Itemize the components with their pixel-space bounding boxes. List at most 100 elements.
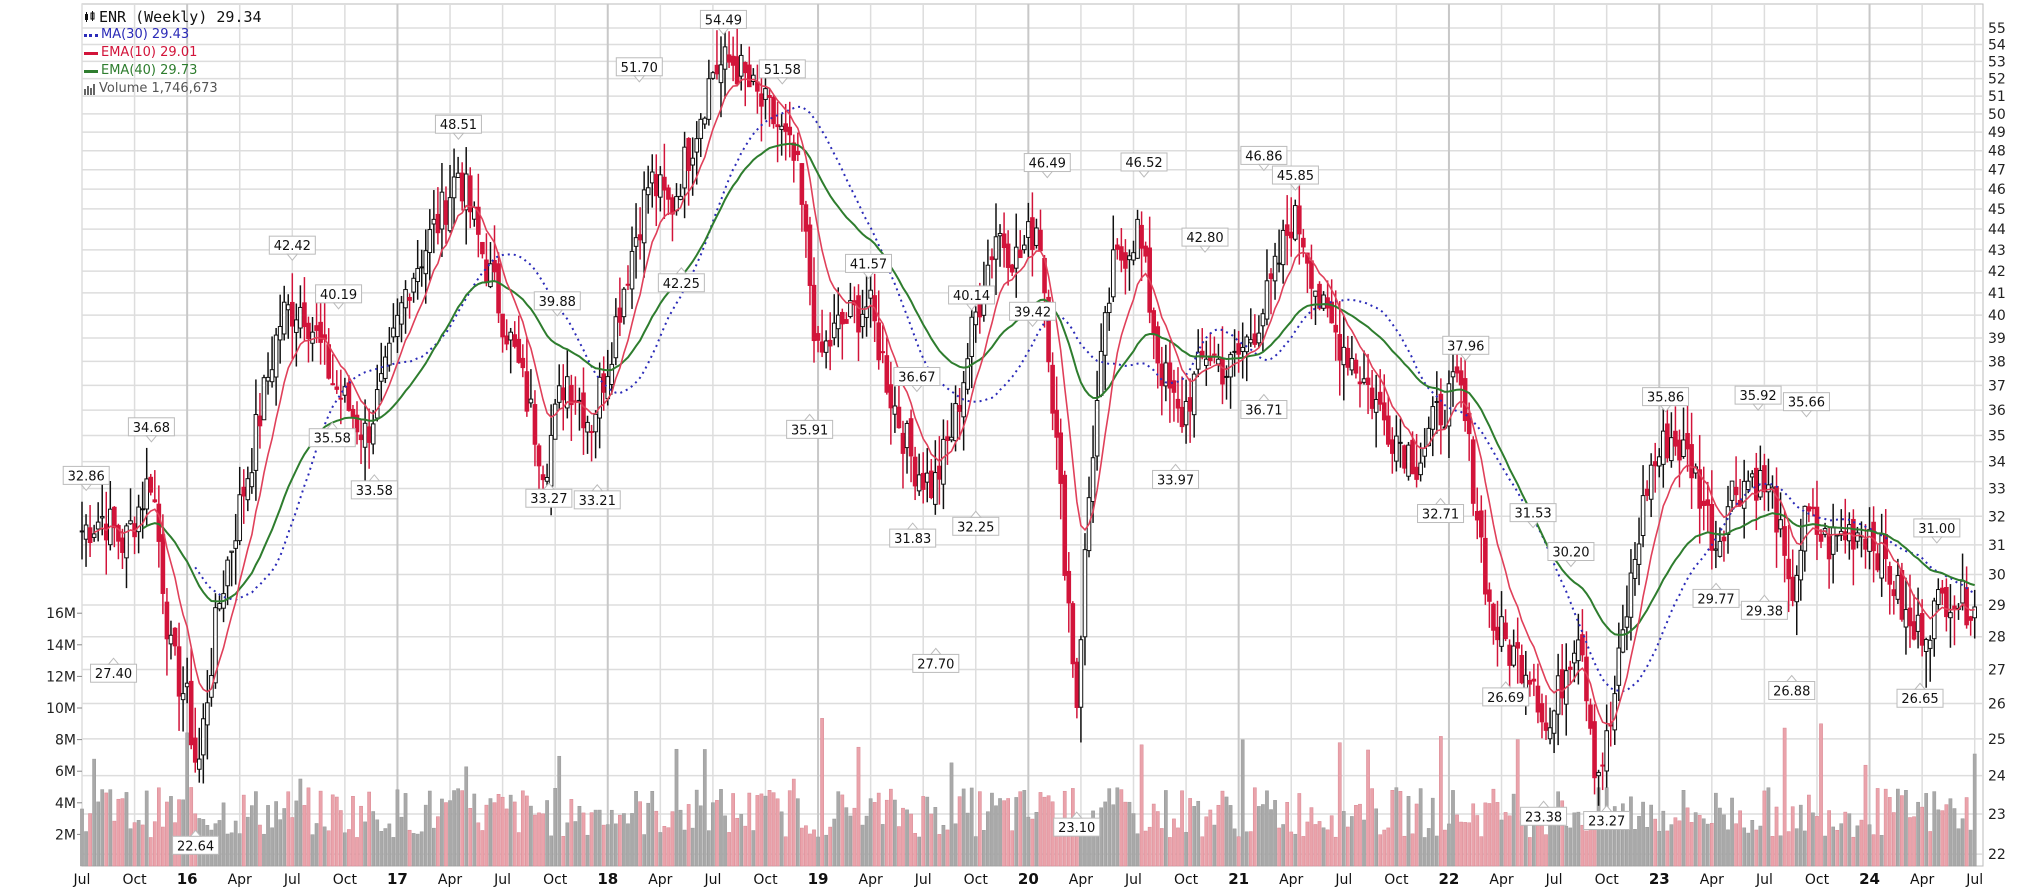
svg-text:35.92: 35.92 xyxy=(1739,389,1776,404)
svg-text:27.70: 27.70 xyxy=(917,657,954,672)
price-label: 31.83 xyxy=(889,522,937,548)
svg-text:33.27: 33.27 xyxy=(530,492,567,507)
legend-ema10: EMA(10) 29.01 xyxy=(84,44,262,62)
svg-text:31.83: 31.83 xyxy=(894,532,931,547)
x-axis-label: Apr xyxy=(438,872,462,888)
x-axis-label: Apr xyxy=(1910,872,1934,888)
volume-axis-label: 14M xyxy=(46,638,76,654)
y-axis-label: 54 xyxy=(1988,38,2006,54)
price-label: 29.77 xyxy=(1692,582,1740,608)
y-axis-label: 43 xyxy=(1988,243,2006,259)
x-axis-label: Oct xyxy=(964,872,989,888)
svg-text:51.70: 51.70 xyxy=(621,61,658,76)
y-axis-label: 44 xyxy=(1988,222,2006,238)
volume-axis-label: 4M xyxy=(55,796,76,812)
price-label: 46.49 xyxy=(1023,153,1071,179)
svg-text:27.40: 27.40 xyxy=(95,667,132,682)
y-axis-label: 41 xyxy=(1988,286,2006,302)
y-axis-label: 50 xyxy=(1988,107,2006,123)
price-label: 48.51 xyxy=(434,114,482,140)
x-axis-label: Jul xyxy=(1545,872,1563,888)
svg-text:35.91: 35.91 xyxy=(791,423,828,438)
price-label: 33.27 xyxy=(525,482,573,508)
y-axis-label: 52 xyxy=(1988,72,2006,88)
svg-text:26.88: 26.88 xyxy=(1773,685,1810,700)
y-axis-label: 47 xyxy=(1988,163,2006,179)
price-label: 51.70 xyxy=(615,57,663,83)
svg-text:39.42: 39.42 xyxy=(1014,305,1051,320)
price-label: 35.86 xyxy=(1642,387,1690,413)
svg-text:36.71: 36.71 xyxy=(1245,404,1282,419)
svg-text:31.53: 31.53 xyxy=(1514,507,1551,522)
x-axis-label: Oct xyxy=(753,872,778,888)
svg-text:32.86: 32.86 xyxy=(68,469,105,484)
price-label: 40.19 xyxy=(315,284,363,310)
y-axis-label: 32 xyxy=(1988,509,2006,525)
price-label: 45.85 xyxy=(1271,165,1319,191)
chart-legend: ENR (Weekly) 29.34 MA(30) 29.43 EMA(10) … xyxy=(84,8,262,98)
y-axis-label: 51 xyxy=(1988,89,2006,105)
price-label: 29.38 xyxy=(1740,594,1788,620)
price-label: 41.57 xyxy=(845,253,893,280)
volume-axis-label: 2M xyxy=(55,827,76,843)
price-label: 27.70 xyxy=(912,647,960,673)
legend-ma30: MA(30) 29.43 xyxy=(84,26,262,44)
x-axis-label: Oct xyxy=(333,872,358,888)
x-axis-label: 23 xyxy=(1649,870,1670,888)
svg-text:23.10: 23.10 xyxy=(1058,821,1095,836)
svg-text:39.88: 39.88 xyxy=(539,295,576,310)
volume-axis-label: 6M xyxy=(55,764,76,780)
price-label: 42.42 xyxy=(268,235,316,261)
y-axis-label: 55 xyxy=(1988,21,2006,37)
price-label: 23.10 xyxy=(1053,811,1101,837)
svg-text:46.52: 46.52 xyxy=(1125,156,1162,171)
x-axis-label: Jul xyxy=(73,872,91,888)
price-label: 32.71 xyxy=(1417,497,1465,524)
price-label: 36.67 xyxy=(893,366,941,393)
price-label: 46.52 xyxy=(1120,152,1168,178)
x-axis-label: Apr xyxy=(1279,872,1303,888)
svg-text:33.97: 33.97 xyxy=(1157,473,1194,488)
x-axis-label: Apr xyxy=(648,872,672,888)
price-label: 33.21 xyxy=(573,484,621,510)
volume-axis-label: 16M xyxy=(46,606,76,622)
price-label: 26.88 xyxy=(1768,674,1816,701)
svg-text:32.71: 32.71 xyxy=(1422,508,1459,523)
dotted-line-icon xyxy=(84,33,98,37)
y-axis-label: 24 xyxy=(1988,769,2006,785)
price-label: 31.53 xyxy=(1509,503,1557,529)
x-axis-label: Jul xyxy=(493,872,511,888)
price-label: 37.96 xyxy=(1442,335,1490,362)
svg-text:46.86: 46.86 xyxy=(1245,149,1282,164)
price-label: 33.97 xyxy=(1152,463,1200,489)
x-axis-label: 19 xyxy=(808,870,829,888)
y-axis-label: 25 xyxy=(1988,732,2006,748)
volume-axis-label: 10M xyxy=(46,701,76,717)
svg-text:22.64: 22.64 xyxy=(177,839,214,854)
price-label: 32.25 xyxy=(952,510,1000,536)
y-axis-label: 33 xyxy=(1988,482,2006,498)
x-axis-label: 18 xyxy=(597,870,618,888)
price-label: 54.49 xyxy=(699,9,747,36)
svg-text:29.38: 29.38 xyxy=(1746,604,1783,619)
price-label: 40.14 xyxy=(948,285,996,311)
svg-text:32.25: 32.25 xyxy=(957,520,994,535)
x-axis-label: 24 xyxy=(1859,870,1880,888)
price-label: 26.69 xyxy=(1482,681,1530,707)
y-axis-label: 27 xyxy=(1988,662,2006,678)
svg-text:34.68: 34.68 xyxy=(133,421,170,436)
price-label: 39.88 xyxy=(533,291,581,317)
price-label: 35.91 xyxy=(786,413,834,439)
price-label: 42.80 xyxy=(1181,227,1229,253)
y-axis-label: 34 xyxy=(1988,455,2006,471)
svg-text:51.58: 51.58 xyxy=(764,63,801,78)
svg-text:23.38: 23.38 xyxy=(1525,810,1562,825)
price-label: 33.58 xyxy=(350,474,398,500)
candlestick-icon xyxy=(84,11,96,23)
svg-text:42.25: 42.25 xyxy=(663,277,700,292)
x-axis-label: Oct xyxy=(543,872,568,888)
price-label: 32.86 xyxy=(62,465,110,492)
x-axis-label: 16 xyxy=(177,870,198,888)
